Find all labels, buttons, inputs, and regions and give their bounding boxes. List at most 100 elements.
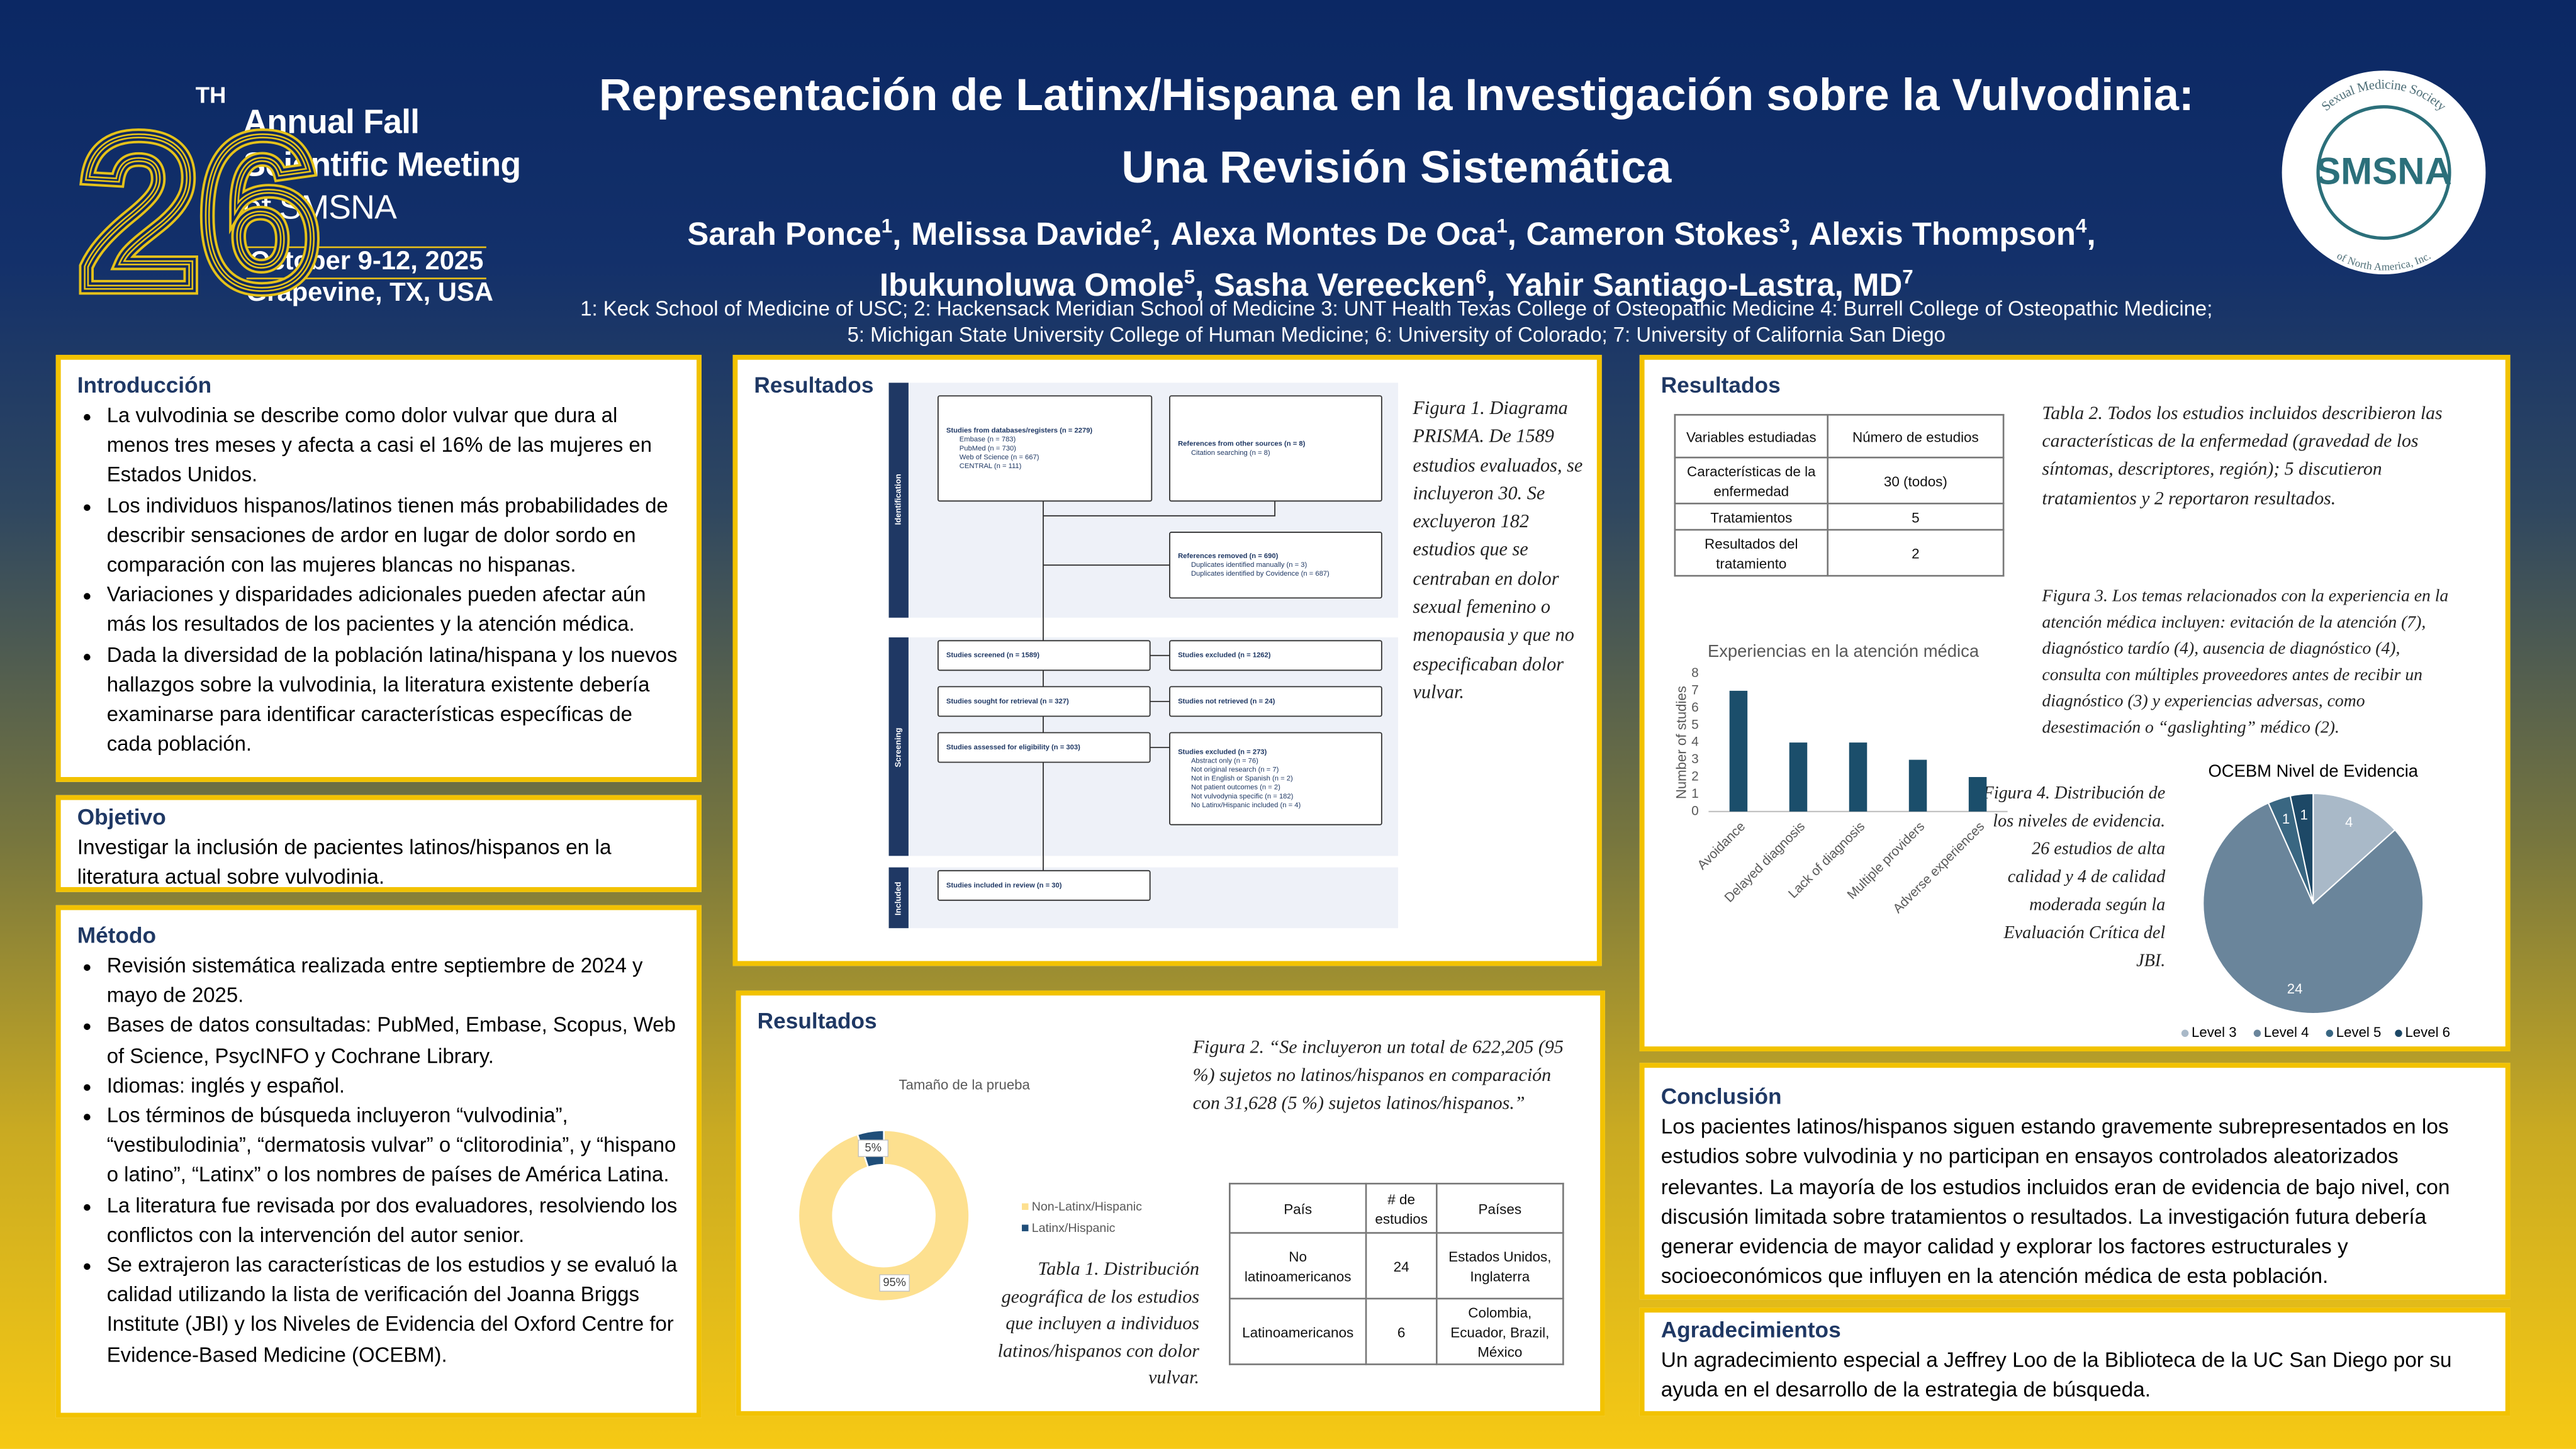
prisma-box bbox=[1169, 640, 1382, 671]
slice bbox=[2289, 793, 2314, 904]
logo-number: 26 bbox=[79, 92, 320, 334]
prisma-box bbox=[1169, 732, 1382, 825]
legend-label: Level 4 bbox=[2264, 1024, 2309, 1040]
table-cell: 30 (todos) bbox=[1827, 456, 2005, 505]
affiliation-line: 1: Keck School of Medicine of USC; 2: Ha… bbox=[580, 297, 2213, 321]
author: Melissa Davide2, bbox=[911, 213, 1170, 252]
y-tick-label: 4 bbox=[1691, 735, 1699, 749]
variables-table: Variables estudiadas Número de estudios Ca… bbox=[1674, 413, 2005, 577]
y-tick-label: 0 bbox=[1691, 803, 1699, 818]
table-header-row: País # de estudios Países bbox=[1229, 1182, 1564, 1234]
seal-ring bbox=[2316, 105, 2451, 240]
figure-caption: Figura 2. “Se incluyeron un total de 622… bbox=[1192, 1038, 1564, 1114]
prisma-text: CENTRAL (n = 111) bbox=[960, 462, 1022, 470]
logo-number: 26 bbox=[79, 92, 320, 334]
data-label-box bbox=[879, 1274, 910, 1292]
prisma-text: Not original research (n = 7) bbox=[1191, 766, 1279, 773]
bar bbox=[1849, 742, 1868, 812]
bullet: Dada la diversidad de la población latin… bbox=[107, 640, 680, 759]
prisma-text: Web of Science (n = 667) bbox=[960, 454, 1039, 461]
chart-title: Tamaño de la prueba bbox=[899, 1077, 1030, 1093]
bullet: La vulvodinia se describe como dolor vul… bbox=[107, 401, 680, 491]
title: Representación de Latinx/Hispana en la I… bbox=[493, 59, 2300, 204]
legend-label: Level 5 bbox=[2336, 1024, 2382, 1040]
legend-marker bbox=[2181, 1029, 2189, 1038]
prisma-connectors bbox=[1043, 501, 1276, 871]
author-separator: , bbox=[1195, 267, 1204, 305]
author-name: Alexis Thompson bbox=[1808, 216, 2076, 252]
author: Ibukunoluwa Omole5, bbox=[879, 266, 1214, 305]
bullet-list: Revisión sistemática realizada entre sep… bbox=[77, 951, 680, 1370]
bullet-list: La vulvodinia se describe como dolor vul… bbox=[77, 401, 680, 759]
prisma-text: Duplicates identified by Covidence (n = … bbox=[1191, 570, 1330, 578]
table-cell: Características de la enfermedad bbox=[1674, 456, 1829, 505]
author-separator: , bbox=[892, 216, 902, 252]
author-affiliation: 1 bbox=[1496, 213, 1508, 237]
prisma-text: Studies from databases/registers (n = 22… bbox=[946, 427, 1093, 435]
bar bbox=[1908, 759, 1927, 812]
prisma-text: Abstract only (n = 76) bbox=[1191, 757, 1258, 764]
meeting-line: of SMSNA bbox=[243, 189, 397, 227]
objective-panel: Objetivo Investigar la inclusión de paci… bbox=[55, 795, 702, 892]
figure-caption: Figura 1. Diagrama PRISMA. De 1589 estud… bbox=[1413, 397, 1583, 703]
prisma-box bbox=[1169, 395, 1382, 502]
legend-marker bbox=[2326, 1029, 2334, 1038]
author-name: Ibukunoluwa Omole bbox=[879, 267, 1184, 305]
prisma-text: No Latinx/Hispanic included (n = 4) bbox=[1191, 802, 1301, 809]
legend-marker bbox=[1022, 1224, 1029, 1231]
section-heading: Introducción bbox=[77, 372, 212, 398]
figure-caption: Figura 4. Distribución de los niveles de… bbox=[1983, 783, 2166, 971]
y-axis-label: Number of studies bbox=[1673, 686, 1689, 799]
table-row: No latinoamericanos 24 Estados Unidos, Ing… bbox=[1229, 1232, 1564, 1300]
author-name: Sasha Vereecken bbox=[1213, 267, 1476, 305]
author-separator: , bbox=[1789, 216, 1799, 252]
prisma-text: Studies excluded (n = 1262) bbox=[1178, 652, 1271, 659]
prisma-text: Citation searching (n = 8) bbox=[1191, 449, 1270, 457]
prisma-text: Not vulvodynia specific (n = 182) bbox=[1191, 793, 1294, 800]
country-table: País # de estudios Países No latinoamerican… bbox=[1229, 1182, 1564, 1365]
section-heading: Resultados bbox=[754, 372, 874, 398]
meeting-dates: October 9-12, 2025 bbox=[246, 246, 487, 279]
bar bbox=[1729, 690, 1748, 812]
author-name: Alexa Montes De Oca bbox=[1170, 216, 1497, 252]
y-tick-label: 1 bbox=[1691, 786, 1699, 801]
data-label: 4 bbox=[2345, 814, 2353, 830]
table-header-row: Variables estudiadas Número de estudios bbox=[1674, 413, 2005, 459]
bullet: Se extrajeron las características de los… bbox=[107, 1250, 680, 1370]
table-cell: Tratamientos bbox=[1674, 502, 1829, 531]
section-heading: Resultados bbox=[757, 1009, 877, 1034]
prisma-box bbox=[1169, 532, 1382, 599]
prisma-box bbox=[937, 732, 1151, 763]
prisma-text: Studies not retrieved (n = 24) bbox=[1178, 698, 1275, 705]
legend-label: Level 6 bbox=[2405, 1024, 2450, 1040]
phase-bar bbox=[888, 867, 909, 929]
author-affiliation: 2 bbox=[1141, 213, 1152, 237]
legend-label: Level 3 bbox=[2192, 1024, 2237, 1040]
phase-label: Identification bbox=[893, 474, 903, 525]
bullet: Los términos de búsqueda incluyeron “vul… bbox=[107, 1100, 680, 1190]
table-header-cell: Variables estudiadas bbox=[1674, 413, 1829, 459]
table-cell: 6 bbox=[1365, 1297, 1438, 1365]
author-affiliation: 6 bbox=[1476, 265, 1487, 289]
legend-marker bbox=[2253, 1029, 2261, 1038]
data-label: 95% bbox=[883, 1275, 906, 1289]
objective-text: Investigar la inclusión de pacientes lat… bbox=[77, 834, 612, 888]
author-affiliation: 1 bbox=[881, 213, 893, 237]
y-tick-label: 2 bbox=[1691, 769, 1699, 784]
bullet: Idiomas: inglés y español. bbox=[107, 1071, 680, 1101]
meeting-location: Grapevine, TX, USA bbox=[246, 279, 493, 308]
chart-title: Experiencias en la atención médica bbox=[1708, 641, 1980, 661]
affiliation-line: 5: Michigan State University College of … bbox=[847, 323, 1946, 346]
table-row: Características de la enfermedad 30 (todo… bbox=[1674, 456, 2005, 505]
table-cell: Estados Unidos, Inglaterra bbox=[1435, 1232, 1564, 1300]
author-affiliation: 3 bbox=[1779, 213, 1790, 237]
legend-label: Non-Latinx/Hispanic bbox=[1032, 1200, 1142, 1214]
table-cell: No latinoamericanos bbox=[1229, 1232, 1367, 1300]
prisma-text: Studies excluded (n = 273) bbox=[1178, 748, 1267, 756]
slice bbox=[2312, 793, 2396, 905]
anniversary-logo: 26 26 26 26 bbox=[72, 84, 328, 341]
x-tick-label: Avoidance bbox=[1694, 819, 1748, 873]
table-header-cell: # de estudios bbox=[1365, 1182, 1438, 1234]
figure-caption: Figura 3. Los temas relacionados con la … bbox=[2042, 588, 2449, 738]
